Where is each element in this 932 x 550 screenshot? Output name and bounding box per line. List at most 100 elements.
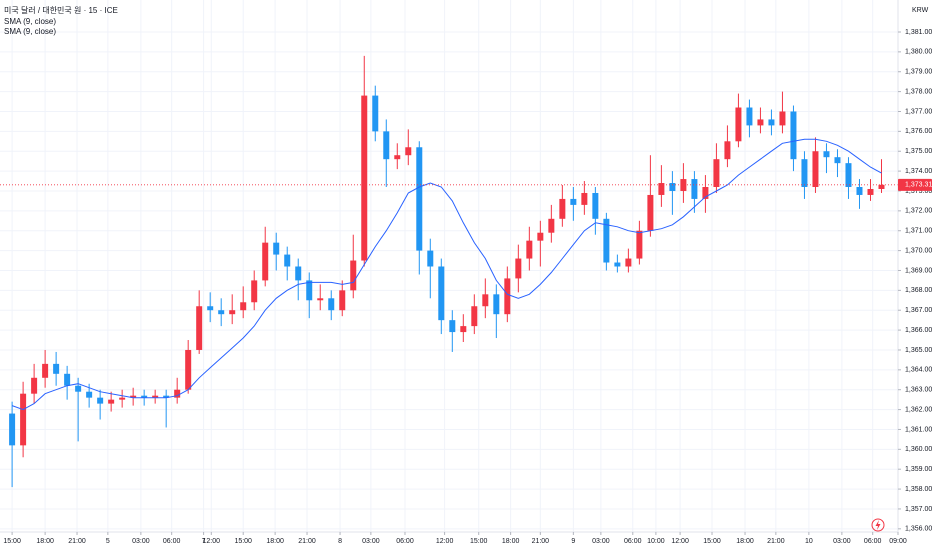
x-tick-label: 18:00 (266, 538, 284, 545)
y-tick-label: 1,380.00 (905, 49, 932, 56)
candle-body (97, 397, 104, 404)
x-tick-label: 7 (202, 538, 206, 545)
y-tick-label: 1,367.00 (905, 307, 932, 314)
x-tick-label: 9 (571, 538, 575, 545)
plot-area (0, 55, 898, 488)
candle-body (845, 163, 852, 188)
y-tick-label: 1,373.00 (905, 188, 932, 195)
candle-body (680, 179, 687, 191)
candle-body (757, 119, 764, 126)
axes: 1,356.00 1,357.00 1,358.00 1,359.00 1,360.00… (3, 29, 932, 545)
candle-body (196, 306, 203, 350)
y-tick-label: 1,360.00 (905, 446, 932, 453)
candle-body (493, 294, 500, 315)
candle-body (251, 280, 258, 303)
candle-body (537, 232, 544, 241)
y-tick-label: 1,374.00 (905, 168, 932, 175)
candle-body (460, 326, 467, 333)
sma-line (11, 138, 882, 411)
candle-body (702, 187, 709, 199)
candle-body (581, 192, 588, 205)
candle-body (185, 349, 192, 390)
candle-body (691, 179, 698, 199)
candle-body (372, 95, 379, 132)
candle-body (603, 218, 610, 263)
candle-body (735, 107, 742, 142)
x-tick-label: 06:00 (624, 538, 642, 545)
candle-body (350, 260, 357, 291)
x-tick-label: 03:00 (132, 538, 150, 545)
y-tick-label: 1,364.00 (905, 367, 932, 374)
x-tick-label: 21:00 (298, 538, 316, 545)
candle-body (526, 240, 533, 259)
candle-body (9, 413, 16, 446)
grid (0, 0, 898, 532)
candle-body (614, 262, 621, 267)
candle-body (64, 373, 71, 386)
x-tick-label: 15:00 (3, 538, 21, 545)
legend-entry: SMA (9, close) (4, 17, 56, 26)
y-tick-label: 1,377.00 (905, 108, 932, 115)
x-tick-label: 03:00 (833, 538, 851, 545)
y-tick-label: 1,361.00 (905, 426, 932, 433)
lightning-icon (871, 518, 885, 532)
candle-body (647, 194, 654, 231)
candle-body (163, 395, 170, 398)
x-tick-label: 15:00 (470, 538, 488, 545)
candle-body (790, 111, 797, 160)
candle-body (427, 250, 434, 267)
candle-body (273, 242, 280, 255)
last-price-label: 1,373.31 (905, 182, 932, 189)
x-tick-label: 15:00 (234, 538, 252, 545)
candle-body (339, 290, 346, 311)
candle-body (383, 131, 390, 160)
candle-body (823, 151, 830, 158)
y-tick-label: 1,371.00 (905, 228, 932, 235)
x-tick-label: 18:00 (502, 538, 520, 545)
x-tick-label: 18:00 (36, 538, 54, 545)
x-tick-label: 21:00 (68, 538, 86, 545)
x-tick-label: 06:00 (163, 538, 181, 545)
x-tick-label: 09:00 (889, 538, 907, 545)
candle-body (449, 320, 456, 333)
y-tick-label: 1,381.00 (905, 29, 932, 36)
candle-body (119, 397, 126, 400)
candle-body (482, 294, 489, 307)
candle-body (548, 218, 555, 233)
x-tick-label: 06:00 (864, 538, 882, 545)
x-tick-label: 12:00 (436, 538, 454, 545)
y-tick-label: 1,363.00 (905, 387, 932, 394)
candle-body (174, 389, 181, 398)
y-tick-label: 1,372.00 (905, 208, 932, 215)
y-tick-label: 1,366.00 (905, 327, 932, 334)
candle-body (856, 187, 863, 195)
candle-body (515, 258, 522, 279)
candle-body (724, 141, 731, 160)
y-tick-label: 1,357.00 (905, 506, 932, 513)
x-tick-label: 15:00 (703, 538, 721, 545)
candle-body (878, 184, 885, 189)
candle-body (152, 395, 159, 398)
candle-body (658, 183, 665, 195)
candle-body (31, 377, 38, 394)
candle-body (141, 395, 148, 398)
y-tick-label: 1,359.00 (905, 466, 932, 473)
candle-body (218, 310, 225, 315)
candle-body (361, 95, 368, 261)
candle-body (768, 119, 775, 126)
candle-body (317, 298, 324, 301)
x-tick-label: 21:00 (767, 538, 785, 545)
candle-body (592, 192, 599, 219)
candle-body (779, 111, 786, 126)
candle-body (867, 188, 874, 195)
candle-body (75, 385, 82, 392)
last-price-box (898, 178, 932, 191)
y-tick-label: 1,356.00 (905, 526, 932, 533)
candle-body (108, 399, 115, 404)
x-tick-label: 5 (106, 538, 110, 545)
currency-label: KRW (912, 7, 929, 14)
x-tick-label: 12:00 (671, 538, 689, 545)
x-tick-label: 21:00 (532, 538, 550, 545)
candle-body (416, 147, 423, 251)
